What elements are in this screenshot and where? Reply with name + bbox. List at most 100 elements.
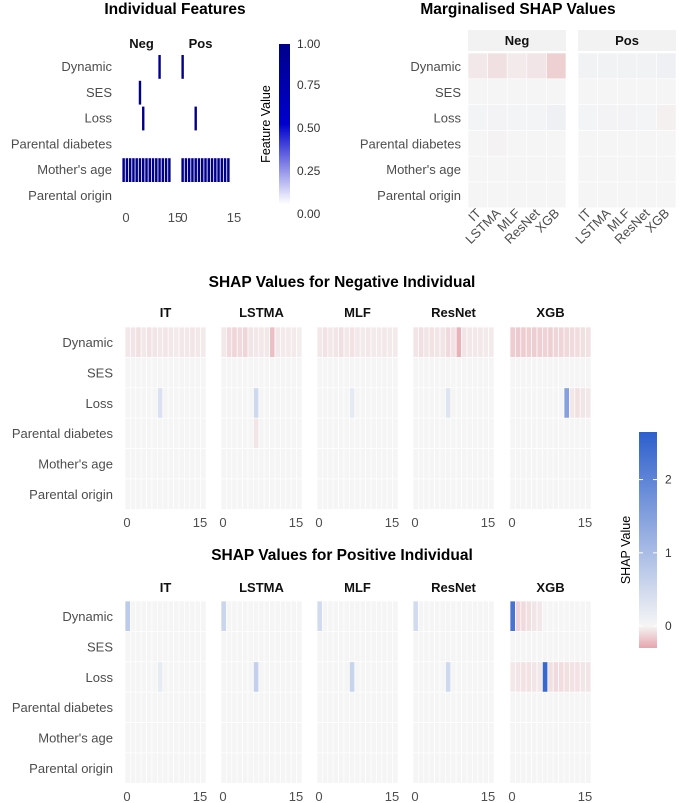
- heatmap-cell: [349, 357, 356, 389]
- heatmap-cell: [466, 661, 473, 693]
- heatmap-cell: [327, 722, 334, 754]
- heatmap-cell: [487, 78, 508, 105]
- heatmap-cell: [569, 631, 576, 663]
- heatmap-cell: [140, 357, 147, 389]
- heatmap-cell: [130, 326, 137, 358]
- x-tick-label: 0: [508, 515, 515, 530]
- heatmap-cell: [574, 478, 581, 510]
- heatmap-cell: [546, 155, 567, 183]
- heatmap-cell: [477, 691, 484, 723]
- heatmap-cell: [536, 478, 543, 510]
- heatmap-cell: [173, 631, 180, 663]
- heatmap-cell: [423, 387, 430, 419]
- heatmap-cell: [162, 357, 169, 389]
- heatmap-cell: [354, 661, 361, 693]
- heatmap-cell: [151, 326, 158, 358]
- heatmap-cell: [558, 326, 565, 358]
- heatmap-cell: [200, 661, 207, 693]
- heatmap-cell: [236, 661, 243, 693]
- heatmap-cell: [450, 478, 457, 510]
- heatmap-cell: [547, 600, 554, 632]
- heatmap-cell: [151, 752, 158, 784]
- heatmap-cell: [577, 155, 598, 183]
- heatmap-cell: [472, 326, 479, 358]
- x-tick-label: 15: [289, 515, 303, 530]
- heatmap-cell: [253, 326, 260, 358]
- heatmap-cell: [316, 691, 323, 723]
- heatmap-cell: [515, 387, 522, 419]
- heatmap-cell: [332, 722, 339, 754]
- heatmap-cell: [574, 600, 581, 632]
- heatmap-cell: [656, 155, 677, 183]
- heatmap-cell: [585, 387, 592, 419]
- heatmap-cell: [636, 130, 657, 157]
- heatmap-cell: [574, 631, 581, 663]
- heatmap-cell: [515, 417, 522, 449]
- heatmap-cell: [488, 357, 495, 389]
- heatmap-cell: [223, 158, 227, 182]
- heatmap-cell: [439, 448, 446, 480]
- heatmap-cell: [509, 752, 516, 784]
- heatmap-cell: [428, 326, 435, 358]
- heatmap-cell: [220, 387, 227, 419]
- heatmap-cell: [472, 417, 479, 449]
- heatmap-cell: [466, 326, 473, 358]
- heatmap-cell: [220, 158, 224, 182]
- heatmap-cell: [616, 181, 638, 209]
- heatmap-cell: [269, 326, 276, 358]
- heatmap-cell: [194, 478, 201, 510]
- heatmap-cell: [569, 417, 576, 449]
- heatmap-cell: [167, 357, 174, 389]
- heatmap-cell: [253, 722, 260, 754]
- heatmap-cell: [531, 631, 538, 663]
- heatmap-cell: [477, 448, 484, 480]
- feature-label: Mother's age: [386, 162, 461, 177]
- feature-label: Parental origin: [29, 487, 113, 502]
- heatmap-cell: [146, 722, 153, 754]
- heatmap-cell: [450, 691, 457, 723]
- heatmap-cell: [536, 326, 543, 358]
- heatmap-cell: [370, 417, 377, 449]
- heatmap-cell: [178, 448, 185, 480]
- heatmap-cell: [343, 600, 350, 632]
- heatmap-cell: [445, 661, 452, 693]
- legend-tick-label: 0.50: [297, 121, 321, 135]
- facet-strip: [578, 30, 676, 51]
- heatmap-cell: [322, 600, 329, 632]
- heatmap-cell: [423, 417, 430, 449]
- heatmap-cell: [466, 417, 473, 449]
- heatmap-cell: [236, 752, 243, 784]
- heatmap-cell: [236, 387, 243, 419]
- heatmap-cell: [482, 722, 489, 754]
- heatmap-cell: [338, 448, 345, 480]
- heatmap-cell: [466, 631, 473, 663]
- heatmap-cell: [526, 52, 547, 80]
- heatmap-cell: [178, 691, 185, 723]
- heatmap-cell: [569, 478, 576, 510]
- heatmap-cell: [296, 478, 303, 510]
- heatmap-cell: [445, 478, 452, 510]
- feature-label: Loss: [434, 111, 462, 126]
- heatmap-cell: [242, 691, 249, 723]
- heatmap-cell: [558, 417, 565, 449]
- heatmap-cell: [354, 478, 361, 510]
- heatmap-cell: [140, 600, 147, 632]
- heatmap-cell: [542, 722, 549, 754]
- heatmap-cell: [558, 752, 565, 784]
- heatmap-cell: [461, 600, 468, 632]
- heatmap-cell: [135, 448, 142, 480]
- heatmap-cell: [280, 417, 287, 449]
- heatmap-cell: [579, 478, 586, 510]
- heatmap-cell: [151, 478, 158, 510]
- heatmap-cell: [274, 478, 281, 510]
- feature-label: Loss: [86, 396, 114, 411]
- heatmap-cell: [525, 326, 532, 358]
- heatmap-cell: [220, 722, 227, 754]
- heatmap-cell: [525, 387, 532, 419]
- heatmap-cell: [536, 722, 543, 754]
- heatmap-cell: [130, 752, 137, 784]
- x-tick-label: 0: [315, 789, 322, 803]
- heatmap-cell: [207, 158, 210, 182]
- heatmap-cell: [322, 661, 329, 693]
